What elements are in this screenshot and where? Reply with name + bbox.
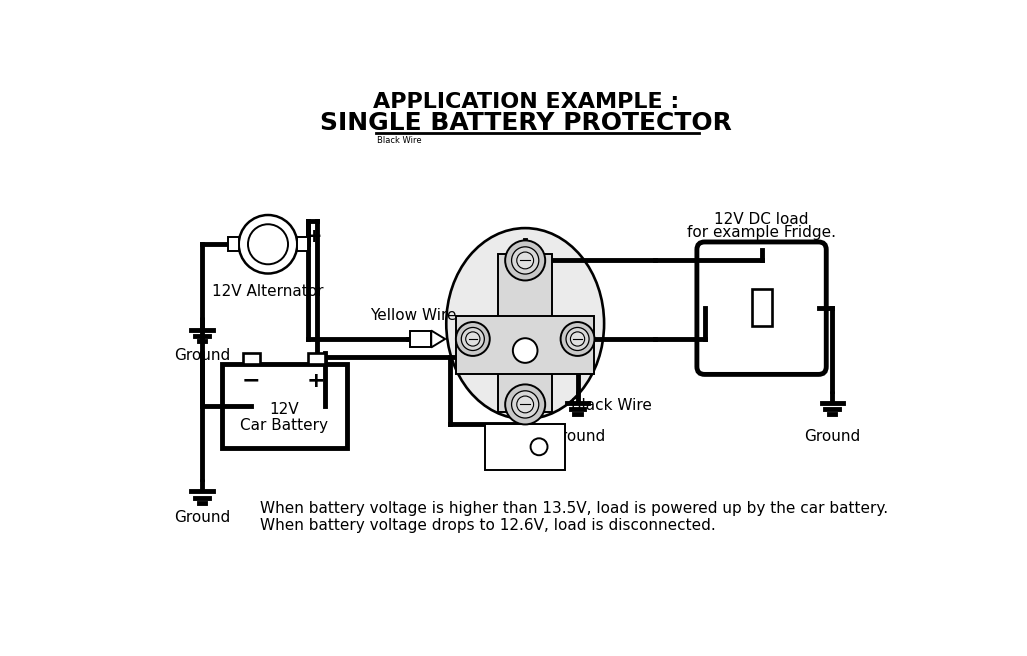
Circle shape [566, 327, 589, 350]
Text: Yellow Wire: Yellow Wire [370, 308, 456, 323]
Text: +: + [306, 227, 322, 246]
Text: Black Wire: Black Wire [377, 136, 422, 145]
Circle shape [465, 332, 480, 346]
Circle shape [570, 332, 584, 346]
Circle shape [238, 215, 297, 274]
Text: When battery voltage is higher than 13.5V, load is powered up by the car battery: When battery voltage is higher than 13.5… [260, 501, 888, 516]
Text: Ground: Ground [804, 429, 861, 444]
FancyBboxPatch shape [697, 242, 827, 375]
Text: Ground: Ground [174, 510, 230, 525]
Circle shape [517, 252, 534, 269]
Circle shape [511, 247, 539, 274]
Text: 12V Alternator: 12V Alternator [213, 284, 324, 299]
Circle shape [505, 240, 545, 281]
Text: for example Fridge.: for example Fridge. [687, 226, 836, 240]
Bar [297, 237, 308, 251]
Text: SINGLE BATTERY PROTECTOR: SINGLE BATTERY PROTECTOR [320, 112, 732, 135]
Circle shape [505, 384, 545, 424]
Bar [228, 237, 238, 251]
Polygon shape [431, 331, 445, 348]
Bar [456, 316, 595, 374]
Bar [752, 289, 771, 326]
Text: +: + [306, 371, 326, 390]
Text: Ground: Ground [549, 429, 606, 444]
Circle shape [456, 322, 490, 356]
Text: Ground: Ground [174, 348, 230, 363]
Bar [308, 353, 325, 363]
Circle shape [512, 338, 537, 363]
Text: 12V DC load: 12V DC load [715, 212, 809, 226]
Text: Black Wire: Black Wire [571, 398, 652, 413]
Text: Car Battery: Car Battery [240, 418, 329, 433]
Bar [485, 424, 565, 470]
Ellipse shape [447, 228, 604, 419]
Circle shape [561, 322, 595, 356]
Text: −: − [241, 371, 261, 390]
Text: 12V: 12V [269, 402, 299, 417]
Text: APPLICATION EXAMPLE :: APPLICATION EXAMPLE : [373, 92, 679, 112]
Text: When battery voltage drops to 12.6V, load is disconnected.: When battery voltage drops to 12.6V, loa… [260, 518, 716, 533]
Circle shape [517, 396, 534, 413]
Circle shape [461, 327, 485, 350]
Bar [243, 353, 260, 363]
Bar [410, 331, 431, 348]
Bar [498, 255, 553, 412]
Circle shape [511, 391, 539, 418]
Circle shape [248, 224, 288, 264]
Bar [222, 363, 346, 448]
